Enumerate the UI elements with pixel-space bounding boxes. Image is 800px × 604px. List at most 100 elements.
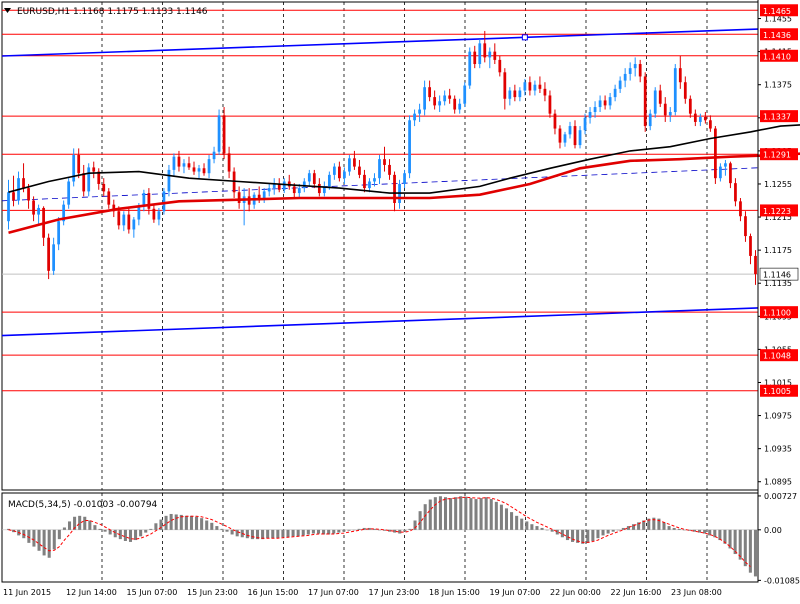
x-tick-label: 17 Jun 07:00 [308, 588, 359, 597]
macd-bar [434, 497, 437, 530]
candle-body [163, 191, 166, 211]
macd-bar [744, 530, 747, 566]
candle-body [569, 126, 572, 134]
macd-title: MACD(5,34,5) -0.01003 -0.00794 [8, 500, 158, 510]
candle-body [594, 107, 597, 112]
macd-bar [286, 530, 289, 537]
y-tick-label: 1.1255 [764, 180, 792, 189]
candle-body [193, 167, 196, 171]
trend-anchor-handle[interactable] [522, 35, 527, 40]
x-tick-label: 23 Jun 08:00 [671, 588, 722, 597]
candle-body [82, 173, 85, 191]
candle-body [493, 52, 496, 60]
macd-bar [98, 529, 101, 530]
macd-bar [53, 530, 56, 550]
candle-body [488, 52, 491, 58]
macd-bar [541, 528, 544, 530]
candle-body [87, 167, 90, 191]
candle-body [428, 87, 431, 97]
candle-body [694, 114, 697, 122]
candle-body [47, 238, 50, 271]
candle-body [438, 101, 441, 105]
candle-body [609, 97, 612, 105]
candle-body [313, 173, 316, 184]
macd-bar [93, 525, 96, 530]
macd-bar [713, 530, 716, 537]
macd-bar [104, 530, 107, 532]
macd-bar [190, 516, 193, 530]
candle-body [308, 173, 311, 181]
y-tick-label: 1.0975 [764, 412, 792, 421]
candle-body [132, 220, 135, 230]
level-label: 1.1005 [763, 387, 791, 396]
x-tick-label: 22 Jun 16:00 [611, 588, 662, 597]
candle-body [368, 181, 371, 188]
level-label: 1.1223 [763, 207, 791, 216]
macd-bar [297, 530, 300, 537]
candle-body [599, 100, 602, 107]
candle-body [32, 201, 35, 215]
macd-bar [429, 500, 432, 530]
candle-body [739, 201, 742, 216]
level-label: 1.1291 [763, 151, 791, 160]
macd-bar [474, 499, 477, 530]
x-tick-label: 18 Jun 15:00 [429, 588, 480, 597]
candle-body [378, 159, 381, 178]
candle-body [57, 221, 60, 244]
candle-body [679, 68, 682, 82]
candle-body [498, 60, 501, 72]
candle-body [744, 216, 747, 236]
macd-bar [683, 530, 686, 531]
candle-body [473, 52, 476, 64]
candle-body [208, 159, 211, 173]
candle-body [754, 256, 757, 274]
macd-bar [124, 530, 127, 541]
macd-bar [464, 497, 467, 530]
macd-bar [469, 498, 472, 530]
macd-bar [231, 530, 234, 535]
macd-bar [454, 497, 457, 530]
candle-body [373, 178, 376, 181]
macd-bar [754, 530, 757, 577]
candle-body [338, 167, 341, 179]
macd-bar [58, 530, 61, 539]
x-tick-label: 12 Jun 14:00 [66, 588, 117, 597]
macd-bar [302, 530, 305, 536]
candle-body [644, 76, 647, 126]
macd-bar [205, 520, 208, 529]
y-tick-label: 1.1375 [764, 81, 792, 90]
macd-bar [515, 516, 518, 530]
candle-body [634, 64, 637, 68]
candle-body [418, 110, 421, 114]
candle-body [268, 188, 271, 191]
candle-body [12, 192, 15, 200]
candle-body [654, 91, 657, 114]
candle-body [22, 178, 25, 188]
candle-body [52, 244, 55, 270]
candle-body [664, 104, 667, 116]
candle-body [203, 168, 206, 173]
macd-bar [734, 530, 737, 554]
macd-bar [403, 530, 406, 532]
candle-body [198, 168, 201, 171]
candle-body [468, 52, 471, 86]
macd-y-tick-label: 0.00727 [764, 492, 797, 501]
candle-body [749, 236, 752, 256]
macd-bar [551, 530, 554, 532]
candle-body [388, 165, 391, 175]
x-tick-label: 22 Jun 00:00 [550, 588, 601, 597]
macd-bar [586, 530, 589, 543]
macd-bar [500, 505, 503, 530]
y-tick-label: 1.0935 [764, 445, 792, 454]
macd-bar [546, 530, 549, 531]
candle-body [579, 130, 582, 145]
macd-bar [185, 516, 188, 530]
macd-bar [215, 526, 218, 530]
macd-bar [337, 530, 340, 533]
macd-bar [251, 530, 254, 539]
candle-body [137, 206, 140, 219]
candle-body [318, 184, 321, 193]
